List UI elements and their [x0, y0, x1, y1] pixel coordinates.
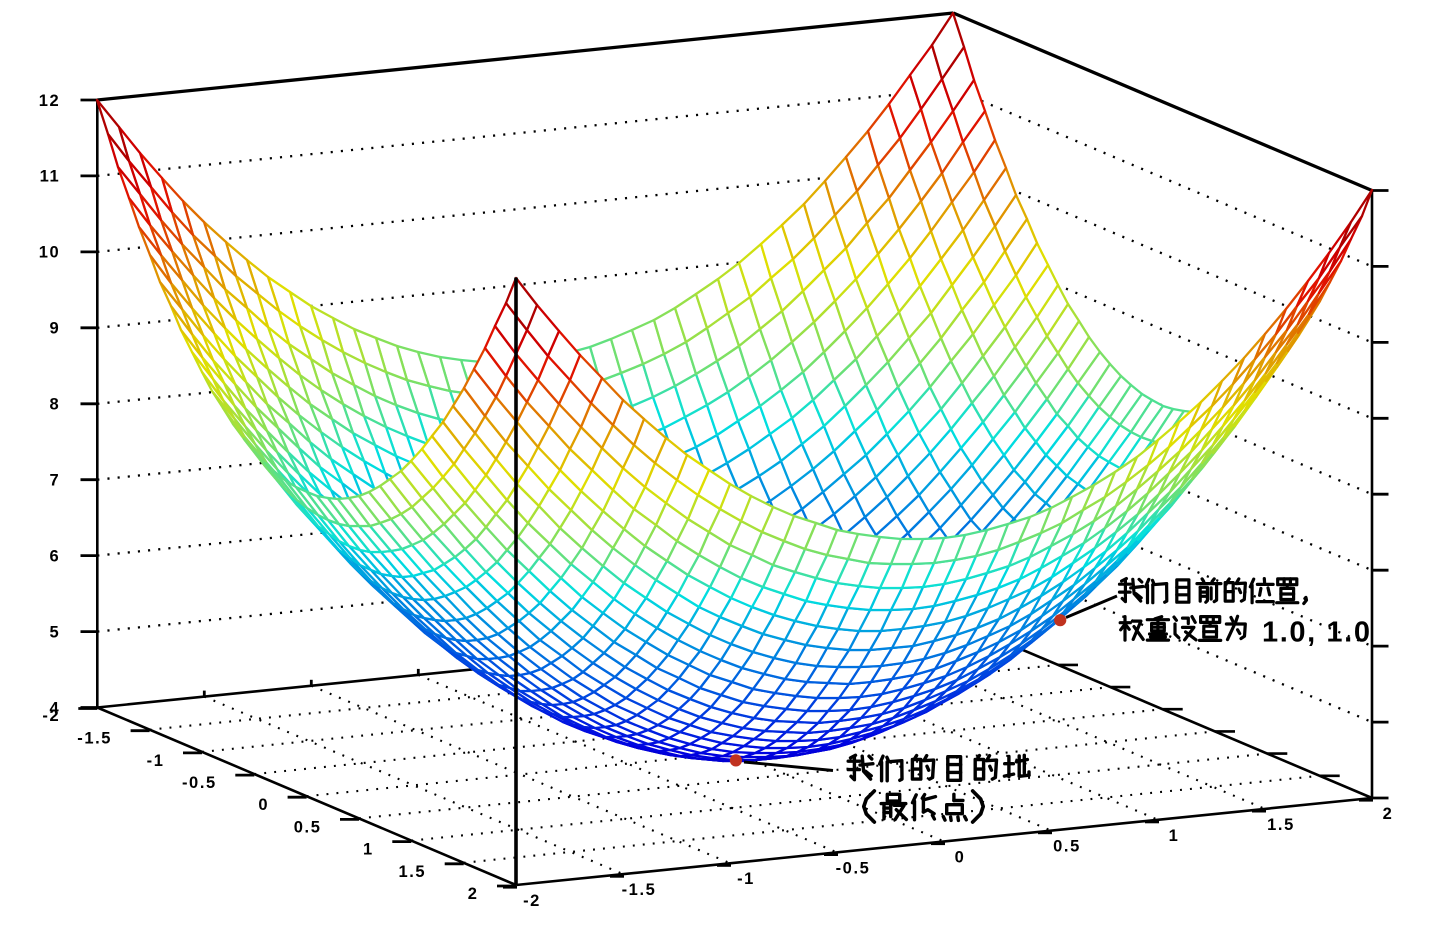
svg-text:2: 2 [468, 885, 479, 903]
svg-text:2: 2 [1383, 805, 1394, 823]
svg-text:5: 5 [50, 623, 61, 641]
svg-text:0: 0 [955, 849, 966, 867]
svg-text:4: 4 [50, 699, 61, 717]
svg-text:12: 12 [39, 92, 61, 110]
svg-text:7: 7 [50, 472, 61, 490]
svg-text:1: 1 [1169, 827, 1180, 845]
svg-text:10: 10 [39, 244, 61, 262]
svg-text:1.0, 1.0: 1.0, 1.0 [1262, 617, 1372, 649]
svg-text:-1: -1 [147, 752, 165, 770]
svg-text:-1.5: -1.5 [77, 730, 112, 748]
svg-text:-0.5: -0.5 [836, 859, 871, 877]
svg-text:-1.5: -1.5 [622, 881, 657, 899]
svg-text:1: 1 [363, 841, 374, 859]
svg-text:11: 11 [40, 168, 61, 186]
svg-text:8: 8 [50, 396, 61, 414]
svg-text:-0.5: -0.5 [182, 774, 217, 792]
svg-text:0.5: 0.5 [294, 818, 322, 836]
svg-text:0.5: 0.5 [1053, 838, 1081, 856]
svg-text:-2: -2 [42, 707, 60, 725]
svg-text:9: 9 [50, 320, 61, 338]
svg-text:-1: -1 [737, 870, 755, 888]
svg-text:-2: -2 [523, 892, 541, 910]
svg-text:1.5: 1.5 [1267, 816, 1295, 834]
svg-text:1.5: 1.5 [398, 863, 426, 881]
svg-text:0: 0 [258, 796, 269, 814]
svg-text:6: 6 [50, 547, 61, 565]
